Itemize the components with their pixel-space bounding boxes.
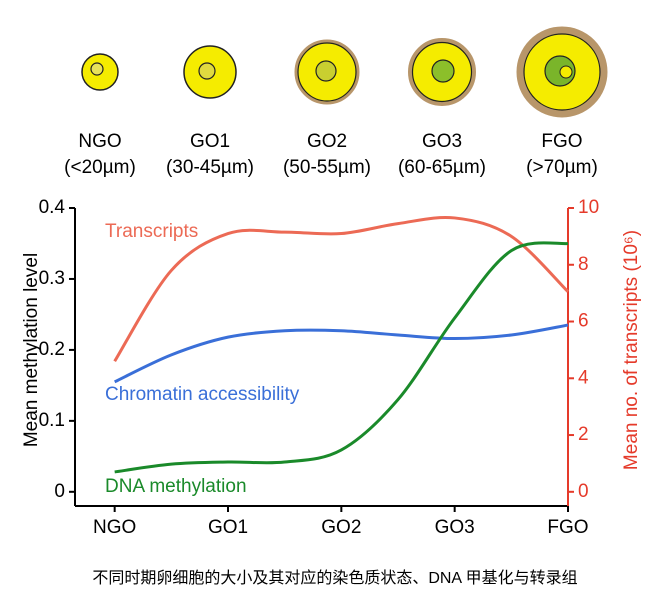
stage-size: (<20µm)	[64, 157, 136, 178]
y-tick-label: 0.1	[39, 410, 65, 431]
oocytes	[81, 26, 608, 118]
nucleus	[198, 62, 216, 80]
oocyte-edge	[523, 33, 601, 111]
series-line	[114, 241, 569, 474]
oocyte-edge	[297, 42, 357, 102]
stage-size: (>70µm)	[526, 157, 598, 178]
nucleolus	[559, 65, 573, 79]
x-tick-label: NGO	[93, 517, 136, 538]
y-tick-label: 0.2	[39, 339, 65, 360]
y2-tick-label: 0	[578, 481, 589, 502]
stage-name: FGO	[541, 131, 582, 152]
x-tick-label: GO1	[208, 517, 248, 538]
x-tick-label: GO3	[435, 517, 475, 538]
x-tick-label: FGO	[547, 517, 588, 538]
y2-tick-label: 6	[578, 311, 589, 332]
y2-tick-label: 8	[578, 254, 589, 275]
y2-tick-label: 10	[578, 197, 599, 218]
nucleus	[431, 59, 455, 83]
y-tick-label: 0	[54, 481, 65, 502]
nucleus	[315, 60, 337, 82]
series-label: DNA methylation	[105, 476, 247, 497]
y-tick-label: 0.3	[39, 268, 65, 289]
oocyte-edge	[411, 41, 473, 103]
series-label: Transcripts	[105, 221, 198, 242]
y-tick-label: 0.4	[39, 197, 66, 218]
x-tick-label: GO2	[321, 517, 361, 538]
series-line	[114, 323, 569, 384]
stage-name: GO2	[307, 131, 347, 152]
stage-size: (50-55µm)	[283, 157, 371, 178]
stage-size: (60-65µm)	[398, 157, 486, 178]
y2-tick-label: 2	[578, 424, 589, 445]
stage-size: (30-45µm)	[166, 157, 254, 178]
series-line	[113, 215, 570, 363]
y-axis-label: Mean methylation level	[21, 253, 42, 447]
y2-axis-label: Mean no. of transcripts (10⁶)	[621, 230, 642, 470]
stage-name: GO3	[422, 131, 462, 152]
nucleus	[90, 62, 104, 76]
y2-tick-label: 4	[578, 367, 589, 388]
series-label: Chromatin accessibility	[105, 384, 300, 405]
stage-name: GO1	[190, 131, 230, 152]
stage-name: NGO	[78, 131, 121, 152]
caption: 不同时期卵细胞的大小及其对应的染色质状态、DNA 甲基化与转录组	[92, 568, 577, 587]
